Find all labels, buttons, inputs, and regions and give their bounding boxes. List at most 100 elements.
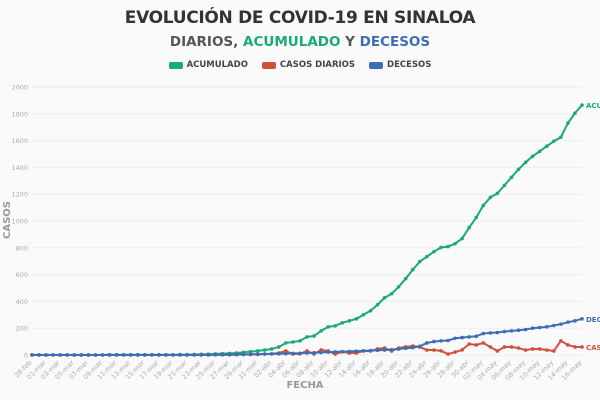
data-point: [248, 352, 253, 357]
data-point: [580, 317, 584, 321]
data-point: [276, 345, 281, 349]
data-point: [495, 349, 500, 353]
data-point: [432, 339, 436, 344]
data-point: [495, 330, 500, 335]
data-point: [530, 326, 535, 331]
data-point: [340, 349, 345, 354]
data-point: [488, 195, 493, 200]
legend-item-decesos[interactable]: DECESOS: [369, 60, 431, 70]
data-point: [502, 183, 507, 188]
data-point: [530, 347, 535, 351]
data-point: [488, 345, 493, 349]
series-end-label: ACUMULADO: [586, 102, 600, 110]
data-point: [269, 347, 274, 351]
data-point: [121, 353, 126, 357]
y-tick-label: 1400: [11, 164, 28, 172]
data-point: [298, 351, 302, 356]
data-point: [523, 160, 528, 165]
data-point: [544, 348, 549, 352]
legend-item-casos-diarios[interactable]: CASOS DIARIOS: [261, 60, 356, 70]
data-point: [474, 343, 479, 347]
data-point: [361, 349, 366, 353]
data-point: [516, 346, 521, 350]
data-point: [566, 343, 570, 347]
data-point: [255, 349, 260, 353]
data-point: [255, 352, 260, 356]
y-axis-title: CASOS: [2, 201, 13, 239]
legend-label: ACUMULADO: [186, 60, 248, 70]
data-point: [481, 203, 486, 208]
data-point: [157, 353, 161, 357]
data-point: [143, 353, 147, 357]
data-point: [460, 236, 464, 241]
data-point: [537, 149, 542, 154]
data-point: [234, 352, 239, 357]
data-point: [389, 347, 394, 352]
y-tick-label: 800: [16, 244, 28, 252]
data-point: [551, 349, 556, 353]
data-point: [192, 353, 196, 357]
data-point: [418, 259, 422, 264]
y-tick-label: 1000: [11, 218, 28, 226]
data-point: [573, 319, 577, 323]
data-point: [481, 341, 486, 345]
data-point: [312, 334, 316, 338]
legend-label: DECESOS: [387, 60, 432, 70]
legend-label: CASOS DIARIOS: [279, 60, 356, 70]
data-point: [432, 249, 436, 254]
data-point: [375, 302, 380, 307]
data-point: [523, 327, 528, 332]
data-point: [481, 331, 486, 336]
data-point: [467, 335, 471, 339]
data-point: [199, 353, 204, 357]
data-point: [213, 352, 218, 357]
data-point: [375, 348, 380, 353]
data-point: [530, 154, 535, 159]
data-point: [509, 329, 514, 333]
data-point: [51, 353, 55, 357]
x-axis-title: FECHA: [286, 380, 323, 391]
data-point: [361, 313, 366, 317]
data-point: [467, 225, 471, 230]
data-point: [446, 352, 450, 356]
series-line: [32, 104, 583, 356]
data-point: [573, 111, 577, 115]
data-point: [439, 245, 443, 250]
series-decesos: DECESOS: [30, 316, 600, 357]
data-point: [128, 353, 133, 357]
data-point: [354, 317, 359, 321]
data-point: [164, 353, 168, 357]
legend-item-acumulado[interactable]: ACUMULADO: [168, 60, 248, 70]
data-point: [453, 241, 457, 246]
data-point: [241, 352, 246, 357]
data-point: [523, 348, 528, 352]
data-point: [284, 341, 288, 345]
data-point: [171, 353, 175, 357]
data-point: [537, 325, 542, 330]
legend-swatch: [168, 61, 183, 69]
data-point: [114, 353, 119, 357]
subtitle-acumulado: ACUMULADO: [243, 34, 341, 50]
data-point: [551, 139, 556, 144]
data-point: [425, 254, 429, 259]
data-point: [93, 353, 98, 357]
data-point: [453, 336, 457, 341]
y-tick-label: 1200: [11, 191, 28, 199]
y-tick-label: 1800: [11, 110, 28, 118]
data-point: [516, 328, 521, 333]
data-point: [86, 353, 91, 357]
y-tick-label: 400: [16, 298, 28, 306]
data-point: [37, 353, 41, 357]
data-point: [502, 345, 507, 349]
data-point: [150, 353, 154, 357]
series-end-label: CASOS DIARIOS: [586, 344, 600, 352]
data-point: [551, 323, 556, 328]
data-point: [516, 167, 521, 172]
data-point: [382, 348, 387, 352]
data-point: [135, 353, 140, 357]
data-point: [439, 339, 443, 343]
data-point: [305, 351, 309, 355]
data-point: [460, 335, 464, 340]
chart-title: EVOLUCIÓN DE COVID-19 EN SINALOA: [124, 8, 476, 28]
y-tick-label: 200: [16, 325, 28, 333]
